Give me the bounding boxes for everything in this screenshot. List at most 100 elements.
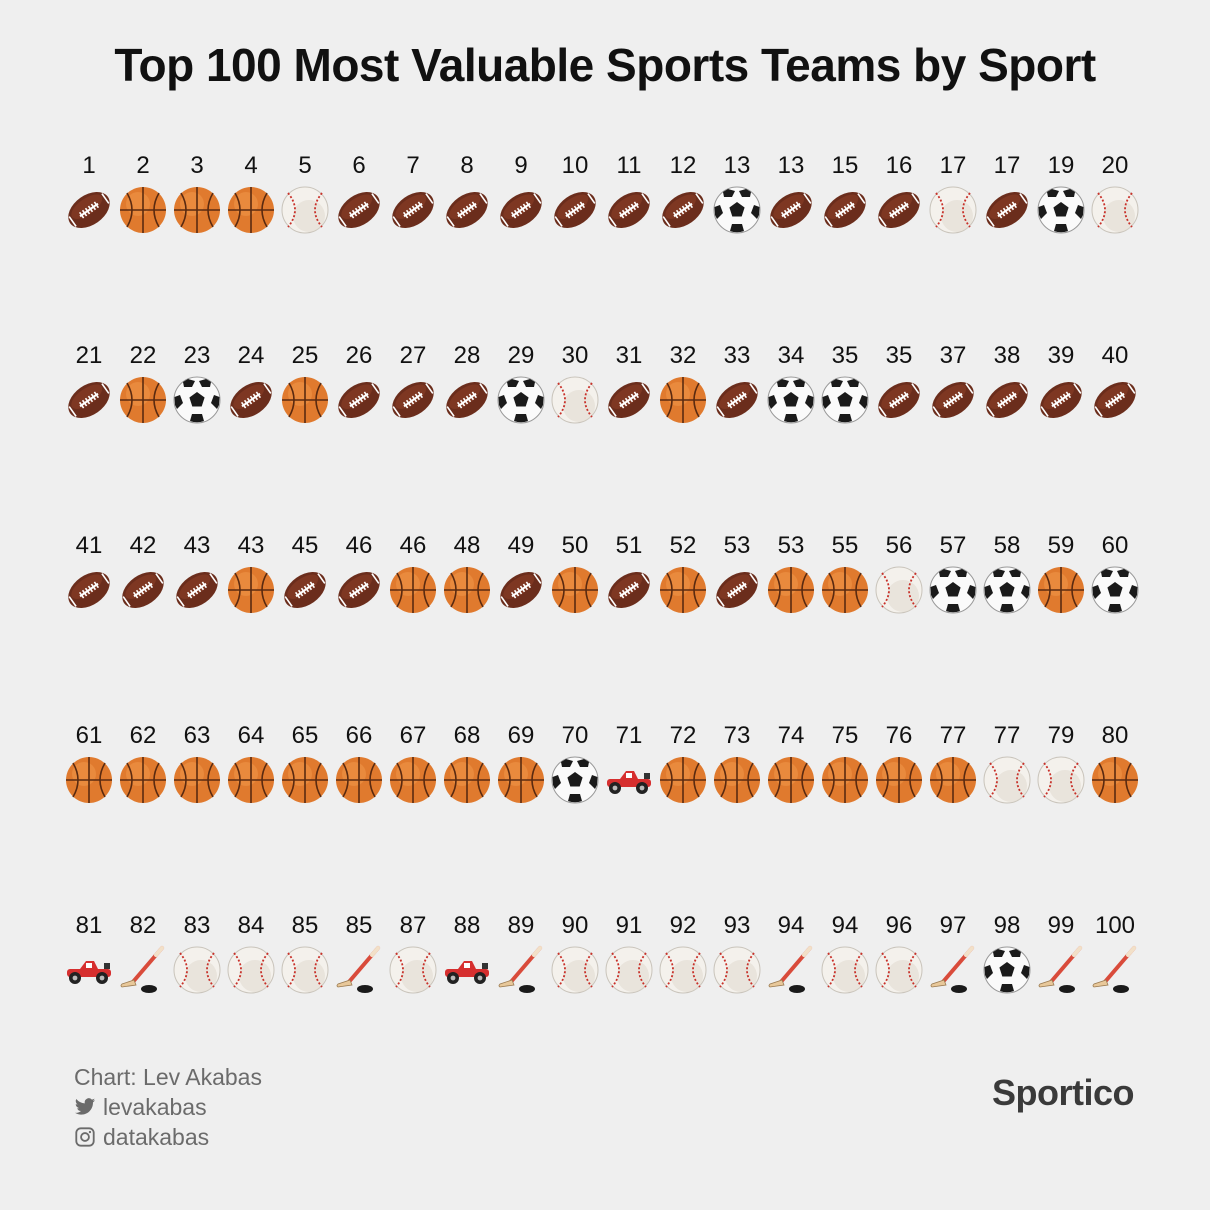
- rank-label: 59: [1047, 532, 1075, 559]
- rank-label: 64: [237, 722, 265, 749]
- rank-label: 74: [777, 722, 805, 749]
- football-icon: [878, 191, 920, 229]
- rank-label: 22: [129, 342, 157, 369]
- football-icon: [500, 191, 542, 229]
- rank-label: 21: [75, 342, 103, 369]
- hockey-stick-icon: [768, 946, 812, 993]
- basketball-icon: [714, 757, 760, 803]
- rank-label: 29: [507, 342, 535, 369]
- rank-label: 63: [183, 722, 211, 749]
- instagram-handle-row[interactable]: datakabas: [74, 1122, 262, 1152]
- football-icon: [392, 381, 434, 419]
- rank-label: 26: [345, 342, 373, 369]
- basketball-icon: [1038, 567, 1084, 613]
- rank-label: 61: [75, 722, 103, 749]
- rank-label: 97: [939, 912, 967, 939]
- rank-label: 35: [831, 342, 859, 369]
- football-icon: [824, 191, 866, 229]
- baseball-icon: [281, 186, 329, 234]
- rank-label: 84: [237, 912, 265, 939]
- basketball-icon: [120, 187, 166, 233]
- basketball-icon: [1092, 757, 1138, 803]
- football-icon: [608, 191, 650, 229]
- rank-label: 40: [1101, 342, 1129, 369]
- baseball-icon: [659, 946, 707, 994]
- rank-label: 72: [669, 722, 697, 749]
- hockey-stick-icon: [120, 946, 164, 993]
- rank-label: 89: [507, 912, 535, 939]
- football-icon: [554, 191, 596, 229]
- rank-label: 81: [75, 912, 103, 939]
- basketball-icon: [876, 757, 922, 803]
- soccer-ball-icon: [551, 756, 599, 804]
- hockey-stick-icon: [336, 946, 380, 993]
- rank-label: 75: [831, 722, 859, 749]
- rank-label: 4: [244, 152, 258, 179]
- twitter-handle-row[interactable]: levakabas: [74, 1092, 262, 1122]
- rank-label: 42: [129, 532, 157, 559]
- football-icon: [446, 191, 488, 229]
- rank-label: 80: [1101, 722, 1129, 749]
- soccer-ball-icon: [1037, 186, 1085, 234]
- rank-label: 13: [723, 152, 751, 179]
- rank-label: 91: [615, 912, 643, 939]
- rank-label: 77: [993, 722, 1021, 749]
- hockey-stick-icon: [1092, 946, 1136, 993]
- rank-label: 70: [561, 722, 589, 749]
- rank-label: 46: [345, 532, 373, 559]
- soccer-ball-icon: [983, 946, 1031, 994]
- football-icon: [68, 571, 110, 609]
- rank-label: 93: [723, 912, 751, 939]
- rank-label: 10: [561, 152, 589, 179]
- football-icon: [230, 381, 272, 419]
- rank-label: 49: [507, 532, 535, 559]
- baseball-icon: [983, 756, 1031, 804]
- rank-label: 77: [939, 722, 967, 749]
- twitter-handle: levakabas: [103, 1094, 207, 1120]
- rank-label: 11: [616, 152, 642, 179]
- rank-label: 90: [561, 912, 589, 939]
- rank-label: 85: [291, 912, 319, 939]
- race-car-icon: [607, 771, 651, 794]
- basketball-icon: [228, 187, 274, 233]
- rank-label: 38: [993, 342, 1021, 369]
- soccer-ball-icon: [767, 376, 815, 424]
- baseball-icon: [389, 946, 437, 994]
- rank-label: 68: [453, 722, 481, 749]
- rank-label: 62: [129, 722, 157, 749]
- rank-label: 85: [345, 912, 373, 939]
- baseball-icon: [1037, 756, 1085, 804]
- rank-label: 79: [1047, 722, 1075, 749]
- football-icon: [716, 571, 758, 609]
- football-icon: [500, 571, 542, 609]
- rank-label: 51: [615, 532, 643, 559]
- football-icon: [338, 381, 380, 419]
- rank-label: 52: [669, 532, 697, 559]
- basketball-icon: [120, 757, 166, 803]
- hockey-stick-icon: [498, 946, 542, 993]
- football-icon: [392, 191, 434, 229]
- football-icon: [986, 191, 1028, 229]
- football-icon: [608, 381, 650, 419]
- rank-label: 24: [237, 342, 265, 369]
- rank-label: 7: [406, 152, 420, 179]
- rank-label: 25: [291, 342, 319, 369]
- football-icon: [1040, 381, 1082, 419]
- basketball-icon: [768, 757, 814, 803]
- football-icon: [446, 381, 488, 419]
- soccer-ball-icon: [173, 376, 221, 424]
- basketball-icon: [390, 757, 436, 803]
- basketball-icon: [120, 377, 166, 423]
- rank-label: 82: [129, 912, 157, 939]
- baseball-icon: [875, 566, 923, 614]
- rank-label: 9: [514, 152, 528, 179]
- soccer-ball-icon: [929, 566, 977, 614]
- soccer-ball-icon: [821, 376, 869, 424]
- rank-label: 83: [183, 912, 211, 939]
- rank-label: 67: [399, 722, 427, 749]
- rank-label: 37: [939, 342, 967, 369]
- basketball-icon: [228, 757, 274, 803]
- rank-label: 2: [136, 152, 150, 179]
- basketball-icon: [336, 757, 382, 803]
- basketball-icon: [660, 757, 706, 803]
